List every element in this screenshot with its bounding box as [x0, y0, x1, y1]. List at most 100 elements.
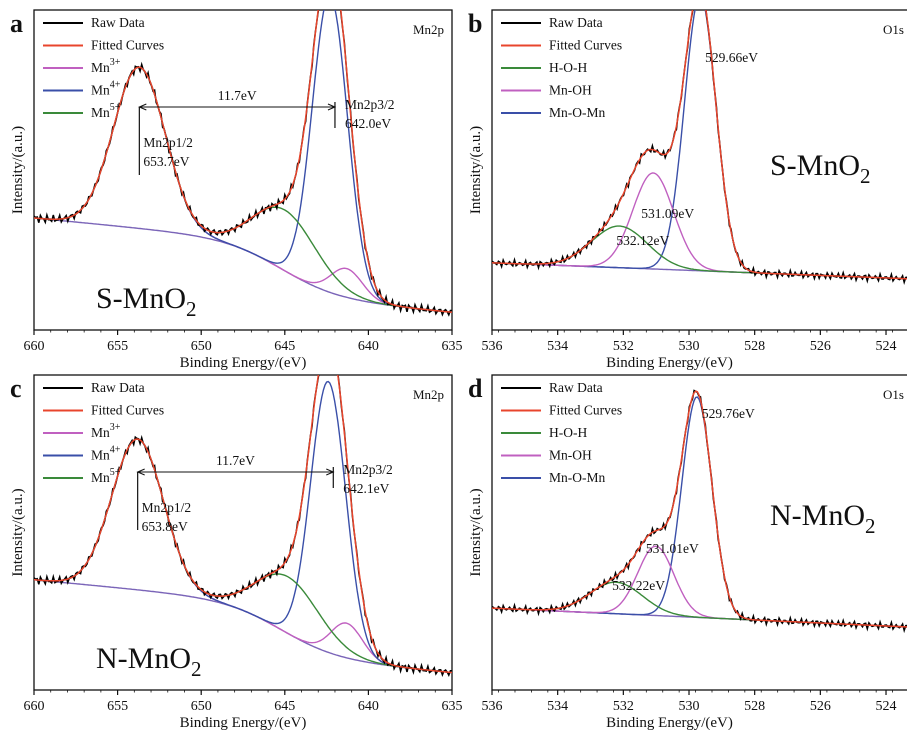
legend-label: Mn5+	[91, 467, 121, 485]
curve-group	[492, 10, 907, 286]
x-tick-label: 640	[358, 699, 379, 714]
peak-energy-label: 532.22eV	[612, 578, 665, 593]
x-tick-label: 650	[191, 339, 212, 354]
legend-name: Mn	[91, 425, 110, 440]
x-axis-label: Binding Energy/(eV)	[606, 715, 733, 730]
x-tick-label: 536	[482, 339, 503, 354]
legend-label: H-O-H	[549, 60, 587, 75]
splitting-arrowhead	[327, 103, 337, 111]
y-axis-label: Intensity/(a.u.)	[10, 488, 26, 576]
splitting-label: 11.7eV	[218, 88, 257, 103]
x-tick-label: 655	[107, 699, 128, 714]
x-tick-label: 534	[547, 699, 568, 714]
legend-label: Fitted Curves	[91, 38, 164, 53]
peak-label: Mn2p1/2	[143, 135, 193, 150]
legend-superscript: 3+	[110, 422, 121, 433]
legend-label: Mn4+	[91, 445, 121, 463]
peak-label: Mn2p1/2	[142, 500, 192, 515]
sample-name: N-MnO	[770, 499, 865, 532]
panel-b: 536 534 532 530 528 526 524 Binding Energy/(eV)…	[468, 9, 907, 371]
peak-energy-label: 532.12eV	[616, 233, 669, 248]
peak-energy-label: 642.0eV	[345, 116, 391, 131]
x-tick-label: 528	[744, 699, 765, 714]
x-tick-label: 660	[24, 339, 45, 354]
peak-energy-label: 529.76eV	[702, 406, 755, 421]
curve-group	[34, 10, 452, 317]
legend-name: Raw Data	[91, 15, 145, 30]
x-tick-label: 526	[810, 699, 831, 714]
splitting-arrowhead	[136, 468, 145, 476]
x-tick-label: 536	[482, 699, 503, 714]
y-axis-label: Intensity/(a.u.)	[10, 126, 26, 214]
panel-letter: b	[468, 9, 482, 38]
panel-a: 660 655 650 645 640 635 Binding Energy/(eV) Int…	[10, 9, 463, 371]
legend-name: Raw Data	[549, 380, 603, 395]
legend-label: Mn3+	[91, 422, 121, 440]
legend-name: Mn-O-Mn	[549, 105, 605, 120]
fitted-curve-line	[34, 10, 452, 314]
legend-label: Fitted Curves	[549, 38, 622, 53]
peak-energy-label: 642.1eV	[343, 481, 389, 496]
peak-label: Mn2p3/2	[345, 97, 395, 112]
legend-label: Fitted Curves	[549, 403, 622, 418]
legend-label: Raw Data	[91, 380, 145, 395]
legend-name: Mn	[91, 470, 110, 485]
legend-label: Mn-OH	[549, 83, 592, 98]
sample-label: N-MnO2	[96, 642, 202, 681]
legend-label: Mn-OH	[549, 448, 592, 463]
peak-energy-label: 653.7eV	[143, 154, 189, 169]
legend-name: Mn-O-Mn	[549, 470, 605, 485]
panel-d: 536 534 532 530 528 526 524 Binding Energy/(eV)…	[468, 374, 907, 730]
legend-name: Fitted Curves	[91, 403, 164, 418]
legend-superscript: 5+	[110, 467, 121, 478]
curve-group	[34, 375, 452, 678]
panel-letter: d	[468, 374, 483, 403]
sample-name: S-MnO	[96, 282, 186, 315]
mn-oh-component-line	[492, 545, 907, 628]
plot-frame	[33, 374, 453, 691]
splitting-arrowhead	[138, 103, 147, 111]
h-o-h-component-line	[492, 581, 907, 628]
panel-c: 660 655 650 645 640 635 Binding Energy/(eV) Int…	[10, 374, 463, 730]
fitted-curve-line	[492, 10, 907, 280]
peak-energy-label: 531.01eV	[646, 541, 699, 556]
splitting-label: 11.7eV	[216, 453, 255, 468]
legend-name: Raw Data	[549, 15, 603, 30]
core-level-label: O1s	[883, 22, 904, 37]
legend-name: Fitted Curves	[549, 403, 622, 418]
sample-subscript: 2	[186, 297, 197, 321]
legend-superscript: 4+	[110, 445, 121, 456]
legend-label: Raw Data	[549, 15, 603, 30]
x-axis-label: Binding Energy/(eV)	[606, 355, 733, 371]
peak-energy-label: 653.8eV	[142, 519, 188, 534]
core-level-label: O1s	[883, 387, 904, 402]
legend-label: Raw Data	[91, 15, 145, 30]
legend-label: Raw Data	[549, 380, 603, 395]
sample-subscript: 2	[191, 657, 202, 681]
peak-energy-label: 531.09eV	[641, 206, 694, 221]
x-tick-label: 650	[191, 699, 212, 714]
legend-name: Fitted Curves	[91, 38, 164, 53]
legend-name: Mn	[91, 83, 110, 98]
sample-name: N-MnO	[96, 642, 191, 675]
legend-name: Fitted Curves	[549, 38, 622, 53]
x-tick-label: 530	[679, 339, 700, 354]
x-tick-label: 534	[547, 339, 568, 354]
x-tick-label: 655	[107, 339, 128, 354]
sample-name: S-MnO	[770, 149, 860, 182]
peak-energy-label: 529.66eV	[705, 50, 758, 65]
plot-frame	[491, 374, 907, 691]
legend-name: Mn	[91, 60, 110, 75]
legend-superscript: 5+	[110, 102, 121, 113]
legend-superscript: 3+	[110, 57, 121, 68]
legend-label: H-O-H	[549, 425, 587, 440]
legend-name: Mn-OH	[549, 83, 592, 98]
legend-label: Fitted Curves	[91, 403, 164, 418]
sample-label: S-MnO2	[96, 282, 197, 321]
panel-letter: c	[10, 374, 22, 403]
x-tick-label: 645	[274, 699, 295, 714]
legend-name: Raw Data	[91, 380, 145, 395]
sample-label: S-MnO2	[770, 149, 871, 188]
x-tick-label: 635	[442, 339, 463, 354]
